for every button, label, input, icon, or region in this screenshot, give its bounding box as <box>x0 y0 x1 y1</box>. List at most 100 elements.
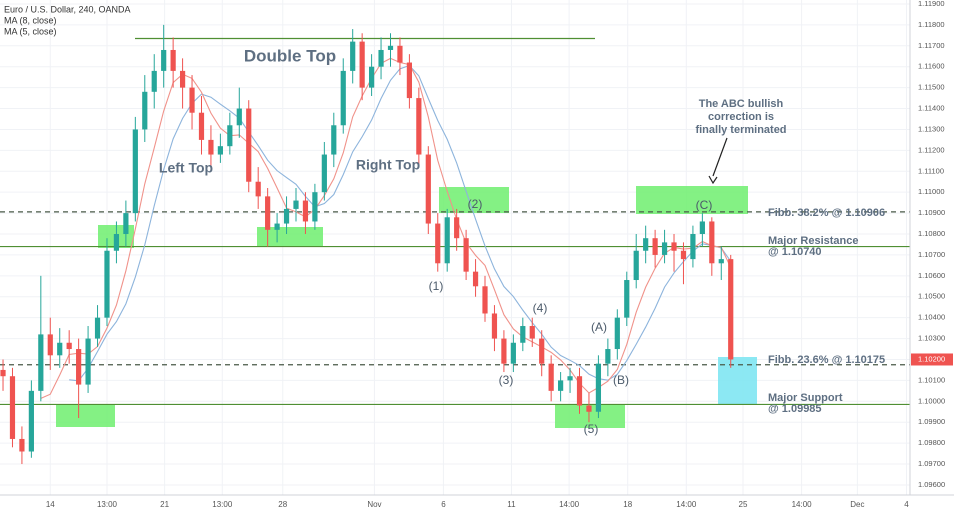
y-tick-label: 1.11200 <box>918 145 945 154</box>
candle-body <box>151 70 157 92</box>
candle-body <box>482 286 488 314</box>
last-price-label: 1.10200 <box>918 354 945 363</box>
candle-body <box>359 41 365 88</box>
candle-body <box>312 192 318 222</box>
x-tick-label: 14 <box>46 500 55 509</box>
annotation: (B) <box>613 373 629 387</box>
candle-body <box>595 363 602 412</box>
candle-body <box>728 259 734 360</box>
candle-body <box>198 112 205 140</box>
level-label: @ 1.09985 <box>768 403 822 415</box>
y-tick-label: 1.10400 <box>918 313 945 322</box>
candle-body <box>558 380 564 391</box>
chart-title: Euro / U.S. Dollar, 240, OANDA <box>4 4 131 14</box>
arrow-head <box>708 175 718 185</box>
candle-body <box>123 213 129 235</box>
candle-body <box>652 238 658 255</box>
candle-body <box>605 349 611 364</box>
y-tick-label: 1.11000 <box>918 187 945 196</box>
candle-body <box>454 217 460 239</box>
candle-body <box>293 200 299 209</box>
candle-body <box>302 200 309 222</box>
candle-body <box>425 154 431 224</box>
candle-body <box>113 234 120 251</box>
x-tick-label: 14:00 <box>792 500 813 509</box>
candle-body <box>331 125 337 155</box>
candle-body <box>378 49 384 67</box>
candle-body <box>170 49 176 71</box>
candle-body <box>246 108 252 182</box>
arrow <box>712 137 728 177</box>
x-tick-label: 25 <box>739 500 748 509</box>
candle-body <box>283 208 290 224</box>
candle-body <box>28 390 34 452</box>
note: finally terminated <box>695 124 786 136</box>
candle-body <box>38 334 44 391</box>
candle-body <box>132 129 138 214</box>
plot <box>0 24 734 465</box>
candle-body <box>104 250 110 318</box>
x-tick-label: 4 <box>904 500 909 509</box>
candle-body <box>709 221 715 264</box>
x-tick-label: 11 <box>507 500 516 509</box>
y-tick-label: 1.09800 <box>918 438 945 447</box>
y-tick-label: 1.11600 <box>918 62 945 71</box>
level-label: Fibb. 23.6% @ 1.10175 <box>768 354 885 366</box>
last-price-box <box>911 353 953 366</box>
note: The ABC bullish <box>699 98 784 110</box>
annotation: (5) <box>584 422 599 436</box>
level-label: Major Resistance <box>768 235 858 247</box>
note: correction is <box>708 111 774 123</box>
y-tick-label: 1.10900 <box>918 208 945 217</box>
y-tick-label: 1.11800 <box>918 20 945 29</box>
candle-body <box>47 334 53 356</box>
y-tick-label: 1.10500 <box>918 292 945 301</box>
zone <box>636 186 748 214</box>
candle-body <box>463 238 469 272</box>
candle-body <box>66 342 72 350</box>
y-tick-label: 1.11700 <box>918 41 945 50</box>
x-tick-label: 14:00 <box>559 500 580 509</box>
y-tick-label: 1.09600 <box>918 480 945 489</box>
x-tick-label: 28 <box>278 500 287 509</box>
candle-body <box>161 49 167 71</box>
candle-body <box>472 271 479 287</box>
level-label: Fibb. 38.2% @ 1.10906 <box>768 207 885 219</box>
level-label: @ 1.10740 <box>768 246 822 258</box>
candle-body <box>227 125 233 147</box>
candle-body <box>340 70 346 126</box>
candle-body <box>350 41 356 71</box>
annotation: Left Top <box>159 160 213 176</box>
y-tick-label: 1.10000 <box>918 396 945 405</box>
legend-entry: MA (5, close) <box>4 26 57 36</box>
y-tick-label: 1.11300 <box>918 124 945 133</box>
candle-body <box>208 139 214 155</box>
level-label: Major Support <box>768 392 843 404</box>
y-tick-label: 1.11500 <box>918 83 945 92</box>
legend-entry: MA (8, close) <box>4 15 57 25</box>
y-tick-label: 1.11900 <box>918 0 945 8</box>
candle-body <box>690 234 696 260</box>
candle-body <box>406 62 413 99</box>
candle-body <box>510 342 516 364</box>
candle-body <box>265 196 271 230</box>
annotation: (4) <box>533 301 548 315</box>
y-tick-label: 1.10800 <box>918 229 945 238</box>
candle-body <box>9 376 16 439</box>
y-tick-label: 1.10300 <box>918 334 945 343</box>
candle-body <box>671 242 677 251</box>
candle-body <box>699 221 705 235</box>
candle-body <box>567 376 573 381</box>
y-tick-label: 1.10700 <box>918 250 945 259</box>
annotation: (2) <box>468 197 483 211</box>
candle-body <box>76 349 82 385</box>
y-tick-label: 1.09700 <box>918 459 945 468</box>
axes: 1.09600 1.09700 1.09800 1.09900 1.10000 1.101… <box>46 0 953 509</box>
candle-body <box>661 242 668 255</box>
x-tick-label: 13:00 <box>212 500 233 509</box>
candle-body <box>0 369 6 377</box>
candle-body <box>539 338 545 364</box>
zones <box>56 186 757 428</box>
candle-body <box>57 342 63 356</box>
y-tick-label: 1.11100 <box>918 166 944 175</box>
